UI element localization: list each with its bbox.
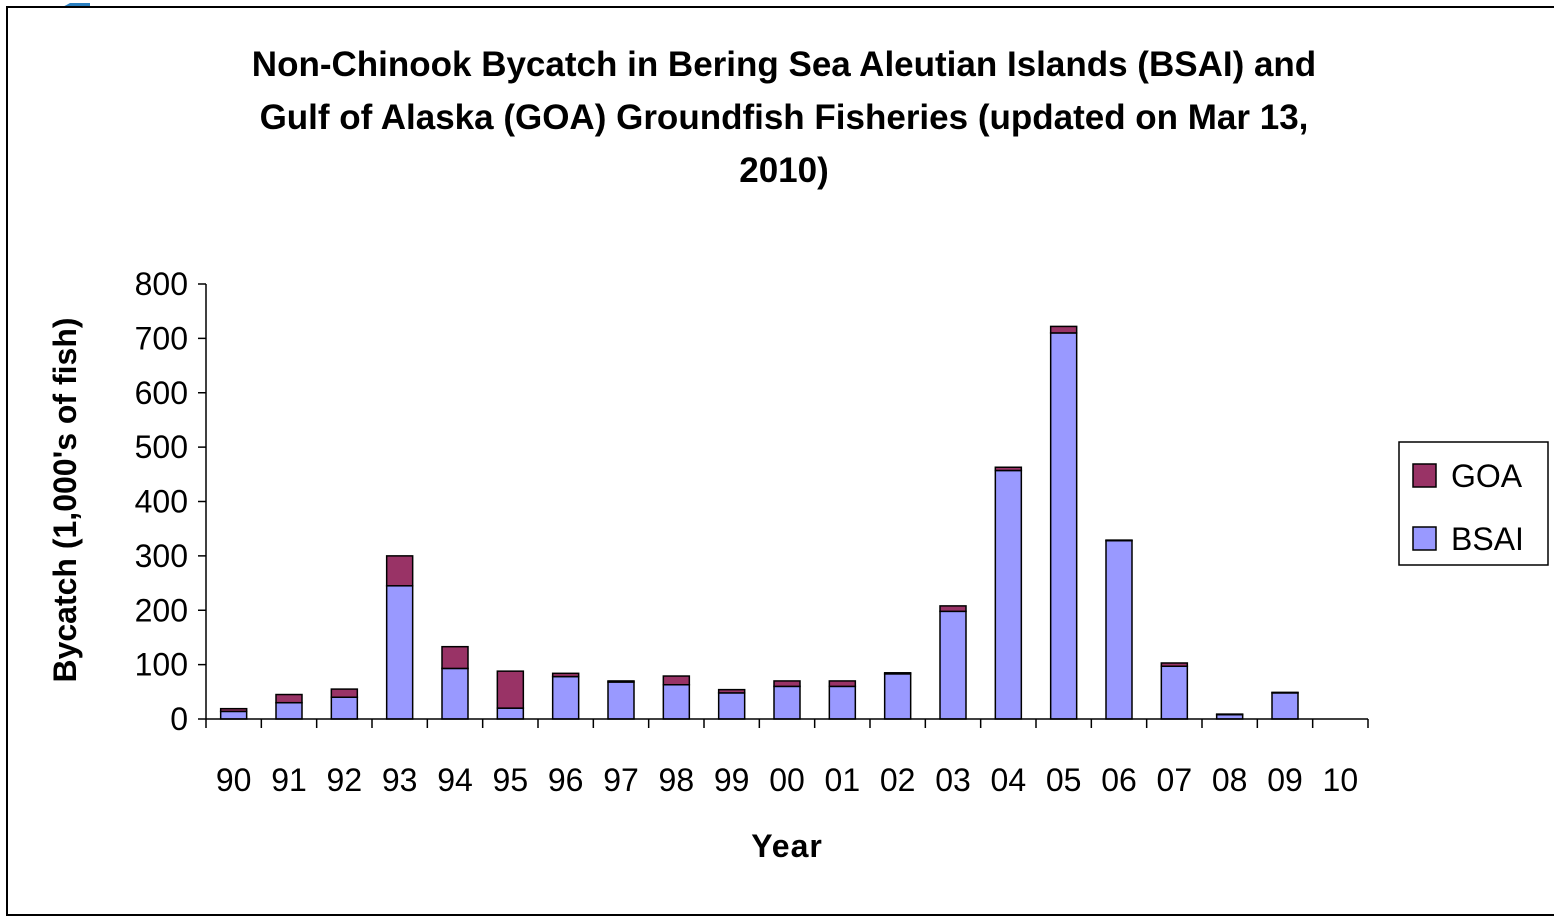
- y-tick-label: 800: [135, 266, 188, 302]
- y-tick-label: 600: [135, 375, 188, 411]
- bar-goa-04: [994, 466, 1023, 472]
- x-tick-label: 97: [603, 762, 639, 798]
- x-tick-label: 09: [1267, 762, 1303, 798]
- bar-bsai-96: [551, 675, 580, 720]
- x-tick-label: 00: [769, 762, 805, 798]
- bar-bsai-04: [994, 469, 1023, 720]
- bar-goa-98: [662, 675, 691, 686]
- y-axis-title: Bycatch (1,000's of fish): [47, 317, 83, 682]
- x-tick-label: 90: [216, 762, 252, 798]
- bar-bsai-07: [1160, 665, 1189, 720]
- bar-bsai-95: [496, 707, 525, 720]
- bar-goa-02: [883, 672, 912, 675]
- bar-goa-94: [441, 645, 469, 670]
- bar-bsai-97: [607, 681, 635, 720]
- y-tick-label: 400: [135, 484, 188, 520]
- y-tick-label: 700: [135, 320, 188, 356]
- bar-bsai-91: [275, 701, 303, 720]
- bar-goa-05: [1049, 325, 1078, 334]
- bar-bsai-92: [330, 696, 359, 720]
- x-tick-label: 06: [1101, 762, 1137, 798]
- x-tick-label: 96: [548, 762, 584, 798]
- bar-bsai-06: [1105, 539, 1133, 720]
- bar-goa-06: [1105, 539, 1133, 542]
- x-tick-label: 03: [935, 762, 971, 798]
- bar-bsai-02: [883, 673, 912, 720]
- bar-bsai-03: [939, 610, 967, 720]
- bar-goa-08: [1215, 713, 1244, 716]
- bar-goa-96: [551, 672, 580, 678]
- x-tick-label: 91: [271, 762, 307, 798]
- y-tick-label: 100: [135, 647, 188, 683]
- bar-bsai-98: [662, 683, 691, 720]
- bar-bsai-90: [219, 710, 248, 720]
- chart-title: Non-Chinook Bycatch in Bering Sea Aleuti…: [252, 45, 1316, 190]
- bar-goa-09: [1271, 691, 1299, 694]
- x-tick-label: 08: [1212, 762, 1248, 798]
- chart-title-line-1: Non-Chinook Bycatch in Bering Sea Aleuti…: [252, 45, 1316, 84]
- bar-goa-01: [828, 680, 857, 688]
- bar-goa-07: [1160, 662, 1189, 668]
- bar-goa-90: [219, 707, 248, 713]
- chart-title-line-2: Gulf of Alaska (GOA) Groundfish Fisherie…: [260, 98, 1309, 137]
- y-axis-title-group: Bycatch (1,000's of fish): [47, 317, 83, 682]
- bar-bsai-09: [1271, 692, 1299, 720]
- x-tick-label: 99: [714, 762, 750, 798]
- y-tick-label: 300: [135, 538, 188, 574]
- bar-bsai-93: [385, 585, 414, 720]
- bar-goa-92: [330, 688, 359, 698]
- x-tick-label: 04: [991, 762, 1027, 798]
- bar-goa-97: [607, 680, 635, 683]
- legend: GOA BSAI: [1398, 441, 1549, 566]
- plot-area: [219, 325, 1299, 720]
- legend-swatch-goa: [1412, 463, 1437, 488]
- x-tick-label: 05: [1046, 762, 1082, 798]
- x-tick-label: 92: [327, 762, 363, 798]
- x-axis-title: Year: [751, 828, 823, 864]
- x-tick-label: 07: [1157, 762, 1193, 798]
- x-tick-label: 95: [493, 762, 529, 798]
- legend-swatch-bsai: [1412, 526, 1437, 551]
- x-tick-label: 94: [437, 762, 473, 798]
- x-tick-label: 10: [1323, 762, 1359, 798]
- bar-bsai-01: [828, 685, 857, 720]
- bar-goa-00: [773, 680, 801, 688]
- legend-label-goa: GOA: [1451, 458, 1523, 494]
- bar-goa-99: [717, 688, 746, 694]
- x-tick-label: 02: [880, 762, 916, 798]
- bar-bsai-00: [773, 685, 801, 720]
- y-tick-label: 500: [135, 429, 188, 465]
- x-tick-label: 93: [382, 762, 418, 798]
- x-axis: 90 91 92 93 94 95 96 97 98 99 00 01 02 03 04 05 06 07 08 09…: [205, 718, 1369, 798]
- y-axis: 0 100 200 300 400 500 600 700 800: [135, 266, 207, 737]
- bar-goa-95: [496, 670, 525, 709]
- bar-goa-03: [939, 605, 967, 613]
- y-tick-label: 200: [135, 592, 188, 628]
- legend-label-bsai: BSAI: [1451, 521, 1524, 557]
- chart-frame: [6, 6, 1554, 916]
- bar-bsai-99: [717, 692, 746, 720]
- x-tick-label: 01: [825, 762, 861, 798]
- y-tick-label: 0: [170, 701, 188, 737]
- bar-goa-93: [385, 555, 414, 587]
- bar-bsai-05: [1049, 332, 1078, 720]
- bar-goa-91: [275, 693, 303, 704]
- chart-title-line-3: 2010): [739, 151, 829, 190]
- x-tick-label: 98: [659, 762, 695, 798]
- bar-bsai-94: [441, 667, 469, 720]
